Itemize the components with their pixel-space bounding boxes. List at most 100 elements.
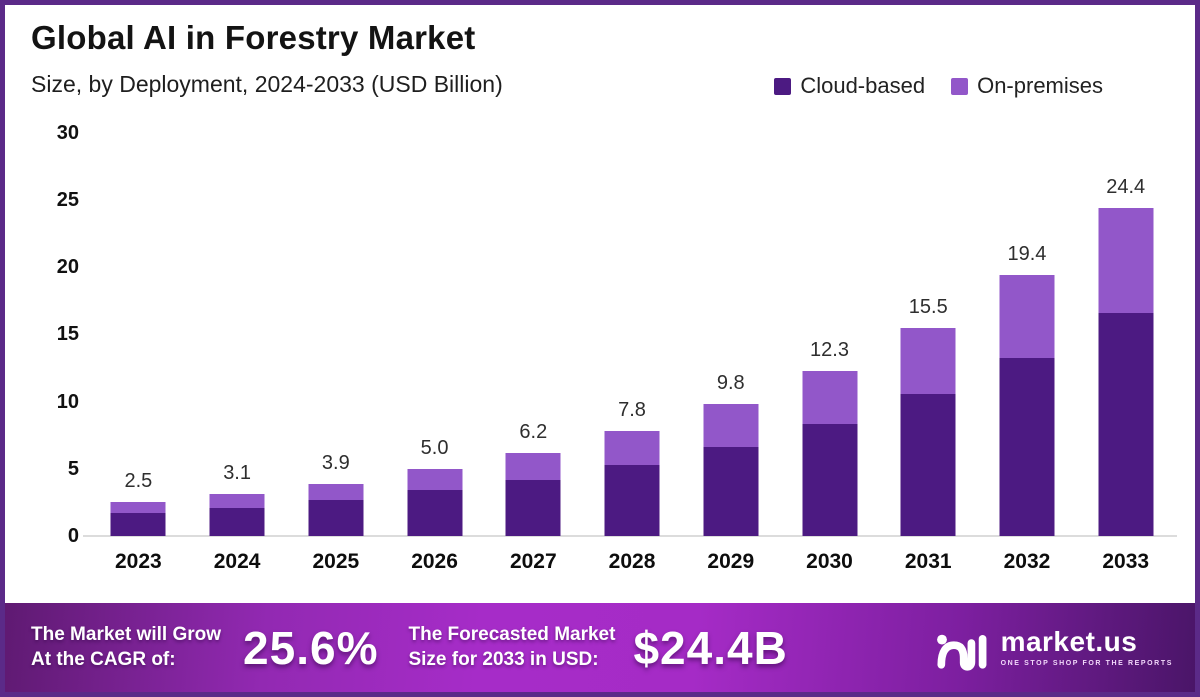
bar-segment-cloud-based [1098,312,1154,536]
brand-text: market.us ONE STOP SHOP FOR THE REPORTS [1000,626,1173,668]
legend-label: On-premises [977,73,1103,98]
bar-segment-on-premises [407,468,463,491]
x-tick-2031: 2031 [904,550,952,573]
bar-segment-cloud-based [505,479,561,536]
forecast-label-line2: Size for 2033 in USD: [408,648,599,670]
bar-total-label: 9.8 [716,372,745,395]
x-tick-2032: 2032 [1003,550,1051,573]
bar-slot-2030: 12.3 [780,105,879,536]
footer-banner: The Market will Grow At the CAGR of: 25.… [5,603,1195,692]
bar-segment-cloud-based [703,446,759,536]
cagr-value: 25.6% [243,621,379,674]
x-tick-2030: 2030 [806,550,853,573]
bar-segment-on-premises [703,404,759,447]
x-tick-2029: 2029 [707,550,755,573]
y-tick-30: 30 [56,121,79,144]
legend-swatch [774,77,792,95]
legend-label: Cloud-based [800,73,926,98]
bar-slot-2029: 9.8 [681,105,780,536]
bar-segment-on-premises [802,370,857,424]
brand-logo: market.us ONE STOP SHOP FOR THE REPORTS [935,623,1173,673]
x-tick-2024: 2024 [213,550,261,573]
cagr-label: The Market will Grow At the CAGR of: [31,623,221,672]
bar-segment-on-premises [999,275,1055,359]
bar-total-label: 19.4 [1007,243,1047,266]
forecast-label-line1: The Forecasted Market [408,623,616,645]
bar-total-label: 7.8 [618,399,646,422]
bar-segment-on-premises [110,502,166,514]
y-axis: 0 5 10 15 20 25 30 [33,5,79,692]
bar-total-label: 3.1 [223,462,251,485]
bar-slot-2031: 15.5 [879,105,978,536]
page-title: Global AI in Forestry Market [31,19,476,56]
stacked-bar-2032 [999,275,1055,536]
bar-segment-on-premises [604,431,660,465]
stacked-bar-2029 [703,404,759,536]
bar-segment-on-premises [1098,207,1154,313]
bar-segment-on-premises [308,483,364,501]
bar-total-label: 15.5 [908,295,948,318]
forecast-label: The Forecasted Market Size for 2033 in U… [408,623,615,672]
bar-segment-cloud-based [209,507,265,536]
x-tick-2026: 2026 [411,550,458,573]
bar-total-label: 2.5 [124,470,153,493]
bar-segment-cloud-based [308,500,364,536]
bar-segment-on-premises [209,494,265,508]
bar-segment-cloud-based [900,394,956,536]
stacked-bar-2028 [604,431,660,536]
brand-name: market.us [1000,626,1138,657]
bar-segment-cloud-based [110,513,166,536]
x-axis-line [83,535,1177,537]
stacked-bar-2026 [407,468,463,536]
stacked-bar-2033 [1098,207,1154,536]
bar-slot-2032: 19.4 [978,105,1077,536]
stacked-bar-2023 [110,502,166,536]
bar-segment-cloud-based [407,490,463,536]
bar-segment-cloud-based [802,423,857,536]
stacked-bar-2024 [209,494,265,536]
bar-slot-2033: 24.4 [1076,105,1175,536]
bar-total-label: 5.0 [420,436,449,459]
legend-item-on-premises: On-premises [951,73,1103,99]
cagr-label-line1: The Market will Grow [31,623,222,645]
legend-swatch [951,77,969,95]
y-tick-5: 5 [67,457,79,480]
x-tick-2025: 2025 [312,550,360,573]
legend-item-cloud-based: Cloud-based [774,73,925,99]
stacked-bar-2025 [308,483,364,536]
y-tick-15: 15 [56,323,79,346]
cagr-label-line2: At the CAGR of: [31,648,176,670]
bar-slot-2027: 6.2 [484,105,583,536]
bar-total-label: 24.4 [1106,175,1146,198]
bar-segment-on-premises [505,452,561,480]
bar-total-label: 12.3 [810,338,849,361]
stacked-bar-2027 [505,452,561,536]
marketus-logo-icon [936,634,987,671]
x-tick-2027: 2027 [509,550,557,573]
y-tick-20: 20 [56,256,79,278]
bar-segment-cloud-based [999,358,1055,536]
chart-legend: Cloud-based On-premises [774,73,1103,99]
bar-segment-on-premises [900,327,956,395]
stacked-bar-2031 [900,327,956,536]
bar-slot-2028: 7.8 [583,105,682,536]
x-axis-labels: 2023 2024 2025 2026 2027 2028 2029 2030 2031 2032… [89,550,1175,586]
x-tick-2023: 2023 [115,550,162,573]
chart-subtitle: Size, by Deployment, 2024-2033 (USD Bill… [31,71,503,97]
brand-tagline: ONE STOP SHOP FOR THE REPORTS [1000,660,1173,667]
stacked-bar-2030 [802,370,857,536]
y-tick-25: 25 [56,188,79,211]
bar-total-label: 6.2 [519,420,548,443]
bar-total-label: 3.9 [321,451,350,474]
bar-segment-cloud-based [604,464,660,536]
bar-plot-area: 2.5 3.1 3.9 5.0 6.2 7.8 9.8 12.3 15.5 19.4 24.4 [89,105,1175,536]
bar-slot-2024: 3.1 [188,105,287,536]
forecast-value: $24.4B [633,621,788,674]
y-tick-10: 10 [56,390,79,413]
bar-slot-2023: 2.5 [89,105,188,536]
x-tick-2033: 2033 [1102,550,1150,573]
y-tick-0: 0 [67,525,79,547]
x-tick-2028: 2028 [608,550,656,573]
bar-slot-2025: 3.9 [286,105,385,536]
